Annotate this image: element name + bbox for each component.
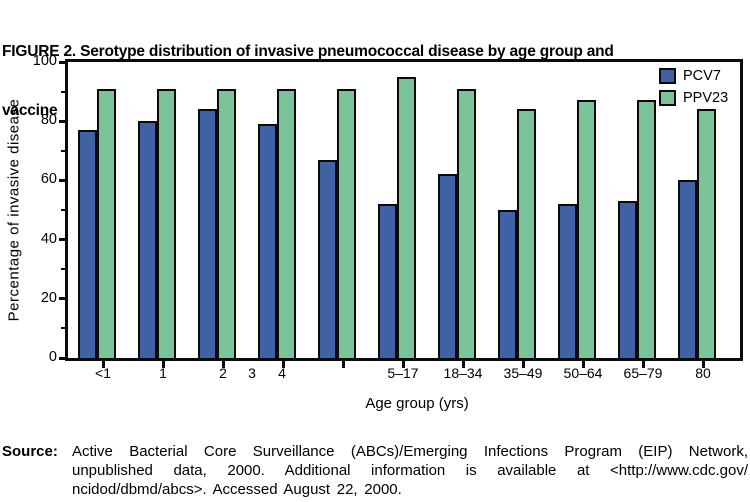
y-major-tick	[59, 178, 65, 182]
bar-pcv7-80	[678, 180, 697, 358]
legend-label: PCV7	[683, 68, 721, 84]
x-tick	[281, 358, 285, 368]
x-tick-label: 5–17	[387, 365, 419, 381]
y-tick-label: 20	[40, 289, 57, 306]
source-line: Active Bacterial Core Surveillance (ABCs…	[72, 443, 748, 460]
ppv23-swatch-icon	[659, 90, 676, 106]
y-major-tick	[59, 60, 65, 64]
y-tick-label: 100	[32, 53, 57, 69]
x-tick-label: 18–34	[443, 365, 483, 381]
y-minor-tick	[61, 149, 65, 152]
source-line: ncidod/dbmd/abcs>. Accessed August 22, 2…	[72, 481, 402, 498]
bar-pcv7-18–34	[438, 174, 457, 358]
bar-ppv23-<1	[97, 89, 116, 358]
y-minor-tick	[61, 327, 65, 330]
bar-ppv23-5–17	[397, 77, 416, 358]
source-label: Source:	[2, 443, 58, 460]
x-tick-label: 35–49	[503, 365, 543, 381]
bar-ppv23-4	[337, 89, 356, 358]
bar-pcv7-5–17	[378, 204, 397, 358]
x-tick	[401, 358, 405, 368]
x-tick-label: 65–79	[623, 365, 663, 381]
bar-pcv7-3	[258, 124, 277, 358]
bar-pcv7-1	[138, 121, 157, 358]
legend-item-ppv23: PPV23	[659, 89, 728, 107]
bar-pcv7-35–49	[498, 210, 517, 358]
y-tick-label: 0	[48, 349, 57, 365]
x-tick	[521, 358, 525, 368]
y-major-tick	[59, 238, 65, 242]
bar-ppv23-2	[217, 89, 236, 358]
y-axis-title: Percentage of invasive disease	[5, 98, 23, 322]
bar-ppv23-65–79	[637, 100, 656, 358]
bar-pcv7-50–64	[558, 204, 577, 358]
x-tick-label: 2	[219, 365, 227, 381]
bar-ppv23-35–49	[517, 109, 536, 358]
y-tick-label: 60	[40, 171, 57, 188]
x-tick-label: <1	[95, 365, 111, 381]
x-tick-label: 80	[695, 365, 711, 381]
x-tick	[701, 358, 705, 368]
bar-ppv23-1	[157, 89, 176, 358]
bar-pcv7-65–79	[618, 201, 637, 358]
y-minor-tick	[61, 90, 65, 93]
y-minor-tick	[61, 209, 65, 211]
x-tick	[641, 358, 645, 368]
y-major-tick	[59, 297, 65, 301]
source-text: Active Bacterial Core Surveillance (ABCs…	[72, 442, 748, 499]
x-tick	[161, 358, 165, 368]
figure-title-line1: FIGURE 2. Serotype distribution of invas…	[2, 43, 614, 60]
x-tick-label: 50–64	[563, 365, 603, 381]
bar-pcv7-4	[318, 160, 337, 358]
legend: PCV7 PPV23	[659, 67, 728, 111]
y-tick-label: 80	[40, 112, 57, 129]
bar-ppv23-3	[277, 89, 296, 358]
bar-pcv7-2	[198, 109, 217, 358]
legend-label: PPV23	[683, 90, 729, 106]
x-tick-label: 4	[278, 365, 286, 381]
x-axis-title: Age group (yrs)	[365, 395, 469, 412]
pcv7-swatch-icon	[659, 68, 676, 84]
x-tick	[461, 358, 465, 368]
bar-ppv23-50–64	[577, 100, 596, 358]
y-tick-label: 40	[40, 230, 57, 247]
y-major-tick	[59, 119, 65, 123]
x-tick	[341, 358, 345, 368]
x-tick	[221, 358, 225, 368]
x-tick	[101, 358, 105, 368]
legend-item-pcv7: PCV7	[659, 67, 728, 85]
plot-area	[59, 59, 743, 368]
bar-pcv7-<1	[78, 130, 97, 358]
source-line: unpublished data, 2000. Additional infor…	[72, 462, 748, 479]
bar-ppv23-18–34	[457, 89, 476, 358]
y-minor-tick	[61, 268, 65, 271]
x-tick-label: 1	[159, 365, 167, 381]
x-tick-label: 3	[248, 365, 256, 381]
y-major-tick	[59, 356, 65, 360]
bar-ppv23-80	[697, 109, 716, 358]
x-tick	[581, 358, 585, 368]
